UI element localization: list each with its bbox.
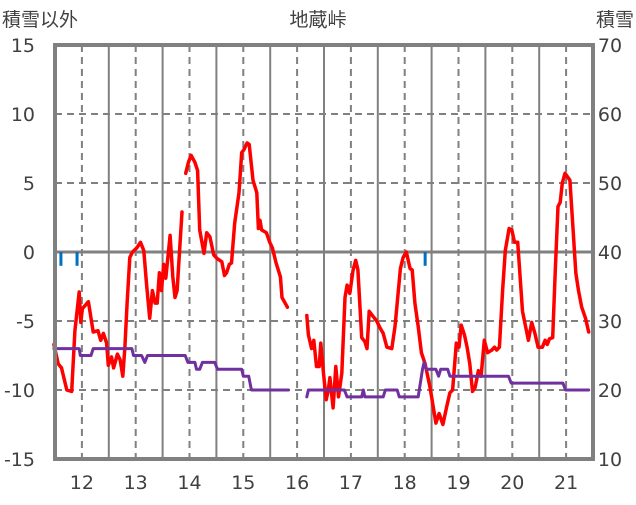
right-y-tick-label: 60: [598, 104, 622, 126]
temperature-line: [183, 141, 290, 309]
x-tick-label: 16: [285, 472, 309, 494]
left-y-tick-label: -5: [16, 311, 35, 333]
snow_depth-line: [305, 360, 591, 399]
left-axis-label: 積雪以外: [2, 9, 78, 31]
x-tick-label: 15: [231, 472, 255, 494]
left-y-tick-label: 10: [11, 104, 35, 126]
x-tick-label: 18: [393, 472, 417, 494]
right-y-tick-label: 10: [598, 449, 622, 471]
x-tick-label: 21: [554, 472, 578, 494]
right-y-tick-label: 20: [598, 380, 622, 402]
left-y-tick-label: 15: [11, 35, 35, 57]
x-tick-label: 13: [124, 472, 148, 494]
left-y-tick-label: 0: [23, 242, 35, 264]
x-tick-label: 20: [500, 472, 524, 494]
right-y-tick-label: 70: [598, 35, 622, 57]
tick-labels: 12 13 14 15 16 17 18 19 20 21151050-5-10-15706050…: [4, 35, 622, 494]
temperature-line: [305, 171, 591, 427]
x-tick-label: 17: [339, 472, 363, 494]
left-y-tick-label: -15: [4, 449, 35, 471]
x-tick-label: 19: [446, 472, 470, 494]
x-tick-label: 14: [177, 472, 201, 494]
right-axis-label: 積雪: [596, 9, 634, 31]
snow_depth-line: [52, 347, 290, 392]
left-y-tick-label: 5: [23, 173, 35, 195]
right-y-tick-label: 40: [598, 242, 622, 264]
right-y-tick-label: 30: [598, 311, 622, 333]
temperature-line: [52, 210, 184, 394]
plot-frame: [53, 43, 595, 461]
x-tick-label: 12: [70, 472, 94, 494]
series-layer: [52, 141, 591, 427]
right-y-tick-label: 50: [598, 173, 622, 195]
chart-title: 地蔵峠: [289, 9, 346, 31]
left-y-tick-label: -10: [4, 380, 35, 402]
grid: [55, 45, 593, 459]
